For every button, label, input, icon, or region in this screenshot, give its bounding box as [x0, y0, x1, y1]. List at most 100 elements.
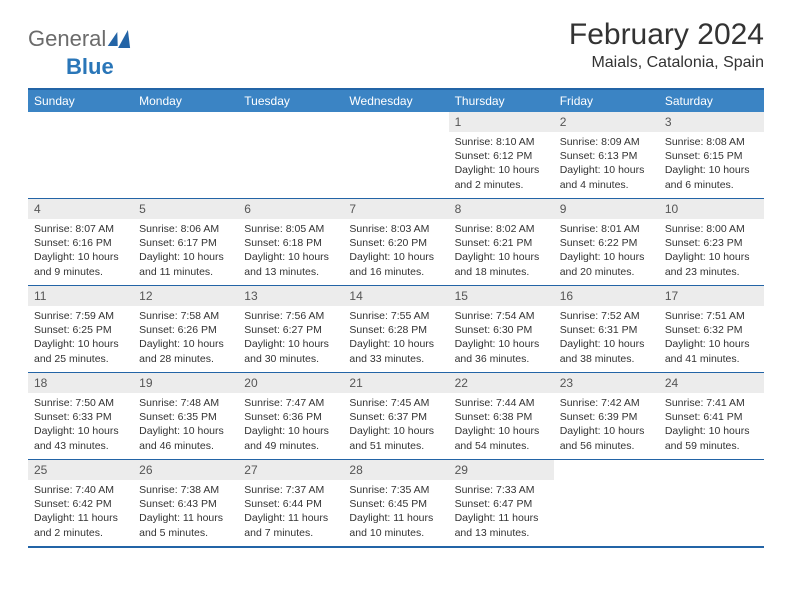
day-cell: 19Sunrise: 7:48 AMSunset: 6:35 PMDayligh… — [133, 373, 238, 459]
day-number: 25 — [28, 460, 133, 480]
week-row: 1Sunrise: 8:10 AMSunset: 6:12 PMDaylight… — [28, 112, 764, 198]
month-title: February 2024 — [569, 18, 764, 52]
day-details: Sunrise: 8:08 AMSunset: 6:15 PMDaylight:… — [659, 132, 764, 198]
day-number: 27 — [238, 460, 343, 480]
day-details: Sunrise: 8:01 AMSunset: 6:22 PMDaylight:… — [554, 219, 659, 285]
day-number: 26 — [133, 460, 238, 480]
day-number: 1 — [449, 112, 554, 132]
day-cell: 1Sunrise: 8:10 AMSunset: 6:12 PMDaylight… — [449, 112, 554, 198]
day-details: Sunrise: 8:00 AMSunset: 6:23 PMDaylight:… — [659, 219, 764, 285]
day-details: Sunrise: 7:35 AMSunset: 6:45 PMDaylight:… — [343, 480, 448, 546]
day-cell: 3Sunrise: 8:08 AMSunset: 6:15 PMDaylight… — [659, 112, 764, 198]
week-row: 25Sunrise: 7:40 AMSunset: 6:42 PMDayligh… — [28, 459, 764, 546]
day-cell: 15Sunrise: 7:54 AMSunset: 6:30 PMDayligh… — [449, 286, 554, 372]
day-number: 3 — [659, 112, 764, 132]
day-details: Sunrise: 7:58 AMSunset: 6:26 PMDaylight:… — [133, 306, 238, 372]
weekday-label: Thursday — [449, 90, 554, 112]
day-cell: 5Sunrise: 8:06 AMSunset: 6:17 PMDaylight… — [133, 199, 238, 285]
day-details: Sunrise: 7:50 AMSunset: 6:33 PMDaylight:… — [28, 393, 133, 459]
day-number: 24 — [659, 373, 764, 393]
day-details: Sunrise: 7:38 AMSunset: 6:43 PMDaylight:… — [133, 480, 238, 546]
day-number: 13 — [238, 286, 343, 306]
day-details: Sunrise: 8:10 AMSunset: 6:12 PMDaylight:… — [449, 132, 554, 198]
day-cell: 8Sunrise: 8:02 AMSunset: 6:21 PMDaylight… — [449, 199, 554, 285]
day-cell — [28, 112, 133, 198]
day-cell: 7Sunrise: 8:03 AMSunset: 6:20 PMDaylight… — [343, 199, 448, 285]
calendar-page: General February 2024 Maials, Catalonia,… — [0, 0, 792, 566]
day-details: Sunrise: 7:54 AMSunset: 6:30 PMDaylight:… — [449, 306, 554, 372]
day-number: 11 — [28, 286, 133, 306]
day-cell — [238, 112, 343, 198]
day-number: 10 — [659, 199, 764, 219]
day-cell: 14Sunrise: 7:55 AMSunset: 6:28 PMDayligh… — [343, 286, 448, 372]
day-cell: 22Sunrise: 7:44 AMSunset: 6:38 PMDayligh… — [449, 373, 554, 459]
day-details: Sunrise: 7:52 AMSunset: 6:31 PMDaylight:… — [554, 306, 659, 372]
day-number: 23 — [554, 373, 659, 393]
day-cell — [554, 460, 659, 546]
day-cell: 23Sunrise: 7:42 AMSunset: 6:39 PMDayligh… — [554, 373, 659, 459]
day-cell: 17Sunrise: 7:51 AMSunset: 6:32 PMDayligh… — [659, 286, 764, 372]
day-details: Sunrise: 7:37 AMSunset: 6:44 PMDaylight:… — [238, 480, 343, 546]
day-details: Sunrise: 8:07 AMSunset: 6:16 PMDaylight:… — [28, 219, 133, 285]
day-details: Sunrise: 7:47 AMSunset: 6:36 PMDaylight:… — [238, 393, 343, 459]
day-details: Sunrise: 7:51 AMSunset: 6:32 PMDaylight:… — [659, 306, 764, 372]
day-number: 15 — [449, 286, 554, 306]
day-details: Sunrise: 7:56 AMSunset: 6:27 PMDaylight:… — [238, 306, 343, 372]
day-cell: 6Sunrise: 8:05 AMSunset: 6:18 PMDaylight… — [238, 199, 343, 285]
day-details: Sunrise: 8:09 AMSunset: 6:13 PMDaylight:… — [554, 132, 659, 198]
day-details: Sunrise: 7:45 AMSunset: 6:37 PMDaylight:… — [343, 393, 448, 459]
day-cell: 2Sunrise: 8:09 AMSunset: 6:13 PMDaylight… — [554, 112, 659, 198]
day-cell: 27Sunrise: 7:37 AMSunset: 6:44 PMDayligh… — [238, 460, 343, 546]
day-details: Sunrise: 7:40 AMSunset: 6:42 PMDaylight:… — [28, 480, 133, 546]
day-cell: 21Sunrise: 7:45 AMSunset: 6:37 PMDayligh… — [343, 373, 448, 459]
day-number: 6 — [238, 199, 343, 219]
day-cell: 18Sunrise: 7:50 AMSunset: 6:33 PMDayligh… — [28, 373, 133, 459]
day-number: 14 — [343, 286, 448, 306]
day-cell — [133, 112, 238, 198]
day-details: Sunrise: 8:03 AMSunset: 6:20 PMDaylight:… — [343, 219, 448, 285]
day-cell — [659, 460, 764, 546]
day-details: Sunrise: 8:02 AMSunset: 6:21 PMDaylight:… — [449, 219, 554, 285]
day-details: Sunrise: 7:44 AMSunset: 6:38 PMDaylight:… — [449, 393, 554, 459]
day-cell: 28Sunrise: 7:35 AMSunset: 6:45 PMDayligh… — [343, 460, 448, 546]
day-details: Sunrise: 8:06 AMSunset: 6:17 PMDaylight:… — [133, 219, 238, 285]
day-number: 18 — [28, 373, 133, 393]
day-number: 9 — [554, 199, 659, 219]
day-cell: 26Sunrise: 7:38 AMSunset: 6:43 PMDayligh… — [133, 460, 238, 546]
day-cell: 4Sunrise: 8:07 AMSunset: 6:16 PMDaylight… — [28, 199, 133, 285]
day-cell: 16Sunrise: 7:52 AMSunset: 6:31 PMDayligh… — [554, 286, 659, 372]
day-cell: 20Sunrise: 7:47 AMSunset: 6:36 PMDayligh… — [238, 373, 343, 459]
logo-text-2: Blue — [66, 54, 114, 79]
day-cell: 9Sunrise: 8:01 AMSunset: 6:22 PMDaylight… — [554, 199, 659, 285]
day-cell: 10Sunrise: 8:00 AMSunset: 6:23 PMDayligh… — [659, 199, 764, 285]
weekday-label: Sunday — [28, 90, 133, 112]
logo-sail-icon — [118, 30, 134, 48]
logo-text-1: General — [28, 26, 106, 52]
weekday-row: SundayMondayTuesdayWednesdayThursdayFrid… — [28, 90, 764, 112]
day-number: 8 — [449, 199, 554, 219]
day-details: Sunrise: 7:33 AMSunset: 6:47 PMDaylight:… — [449, 480, 554, 546]
week-row: 11Sunrise: 7:59 AMSunset: 6:25 PMDayligh… — [28, 285, 764, 372]
day-number: 7 — [343, 199, 448, 219]
logo: General — [28, 26, 134, 52]
week-row: 18Sunrise: 7:50 AMSunset: 6:33 PMDayligh… — [28, 372, 764, 459]
weeks-container: 1Sunrise: 8:10 AMSunset: 6:12 PMDaylight… — [28, 112, 764, 546]
calendar: SundayMondayTuesdayWednesdayThursdayFrid… — [28, 88, 764, 548]
day-cell: 13Sunrise: 7:56 AMSunset: 6:27 PMDayligh… — [238, 286, 343, 372]
day-cell: 24Sunrise: 7:41 AMSunset: 6:41 PMDayligh… — [659, 373, 764, 459]
day-details: Sunrise: 7:59 AMSunset: 6:25 PMDaylight:… — [28, 306, 133, 372]
day-number: 21 — [343, 373, 448, 393]
day-number: 16 — [554, 286, 659, 306]
day-number: 4 — [28, 199, 133, 219]
weekday-label: Saturday — [659, 90, 764, 112]
day-number: 12 — [133, 286, 238, 306]
day-details: Sunrise: 7:55 AMSunset: 6:28 PMDaylight:… — [343, 306, 448, 372]
day-details: Sunrise: 7:42 AMSunset: 6:39 PMDaylight:… — [554, 393, 659, 459]
day-number: 5 — [133, 199, 238, 219]
day-details: Sunrise: 8:05 AMSunset: 6:18 PMDaylight:… — [238, 219, 343, 285]
weekday-label: Tuesday — [238, 90, 343, 112]
day-number: 20 — [238, 373, 343, 393]
weekday-label: Monday — [133, 90, 238, 112]
week-row: 4Sunrise: 8:07 AMSunset: 6:16 PMDaylight… — [28, 198, 764, 285]
day-number: 2 — [554, 112, 659, 132]
